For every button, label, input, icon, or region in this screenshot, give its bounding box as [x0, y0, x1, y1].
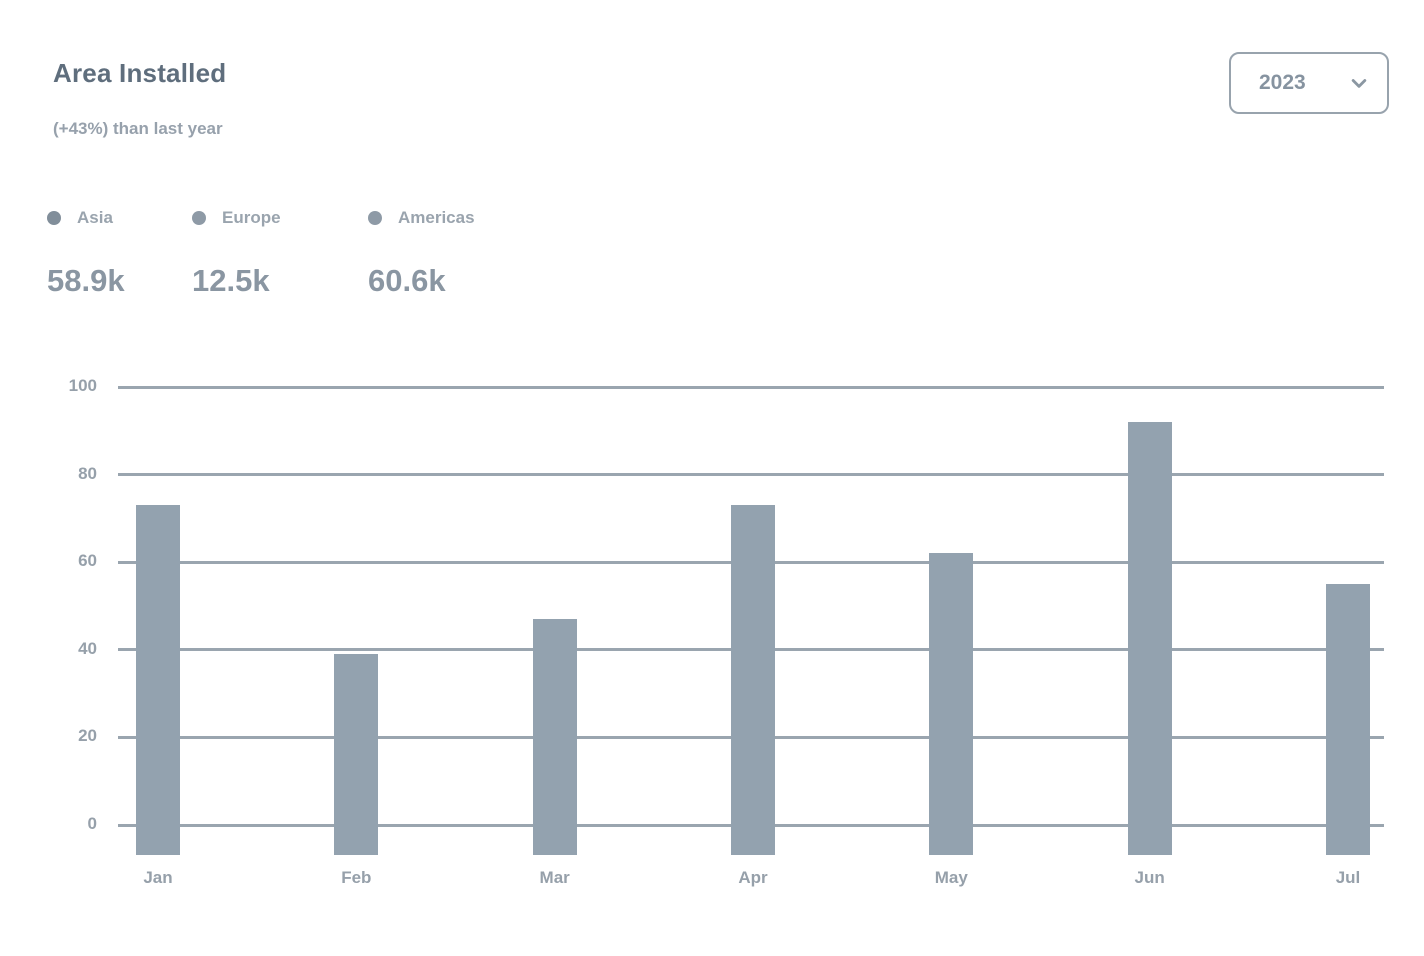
x-axis-label: Jan — [143, 868, 173, 887]
legend-label: Europe — [222, 208, 281, 227]
year-select-dropdown[interactable]: 2023 — [1229, 52, 1389, 114]
x-axis-label: Mar — [539, 868, 570, 887]
x-axis-label: Jul — [1335, 868, 1361, 887]
bar-feb[interactable] — [334, 654, 379, 855]
legend-dot-icon — [192, 211, 206, 225]
bar-may[interactable] — [929, 553, 974, 855]
legend-dot-icon — [47, 211, 61, 225]
bar-jun[interactable] — [1127, 422, 1172, 855]
chart-subtitle: (+43%) than last year — [53, 119, 223, 138]
legend-value: 58.9k — [47, 263, 125, 298]
y-axis-label: 0 — [87, 814, 97, 833]
y-axis-label: 20 — [78, 726, 97, 746]
y-axis-label: 100 — [68, 376, 97, 395]
legend-dot-icon — [368, 211, 382, 225]
y-axis-label: 40 — [78, 638, 97, 658]
bar-mar[interactable] — [532, 619, 577, 855]
legend-value: 12.5k — [192, 263, 270, 298]
bar-jul[interactable] — [1325, 584, 1370, 855]
x-axis-label: Jun — [1134, 868, 1165, 887]
chart-title: Area Installed — [53, 58, 227, 88]
gridline — [118, 473, 1384, 477]
x-axis-label: Apr — [738, 868, 768, 887]
legend-item-europe: Europe 12.5k — [192, 205, 281, 299]
legend-label: Asia — [77, 208, 113, 227]
chart-legend: Asia 58.9k Europe 12.5k Americas 60.6k — [0, 205, 1424, 315]
y-axis-label: 60 — [78, 551, 97, 571]
x-axis-label: Feb — [341, 868, 372, 887]
legend-label: Americas — [398, 208, 475, 227]
x-axis-label: May — [934, 868, 968, 887]
bar-apr[interactable] — [730, 505, 775, 855]
legend-item-asia: Asia 58.9k — [47, 205, 125, 299]
legend-value: 60.6k — [368, 263, 446, 298]
bar-jan[interactable] — [136, 505, 180, 855]
year-select-value: 2023 — [1259, 71, 1306, 94]
gridline — [118, 385, 1384, 389]
chevron-down-icon — [1351, 79, 1367, 88]
y-axis-label: 80 — [78, 463, 97, 483]
legend-item-americas: Americas 60.6k — [368, 205, 475, 299]
